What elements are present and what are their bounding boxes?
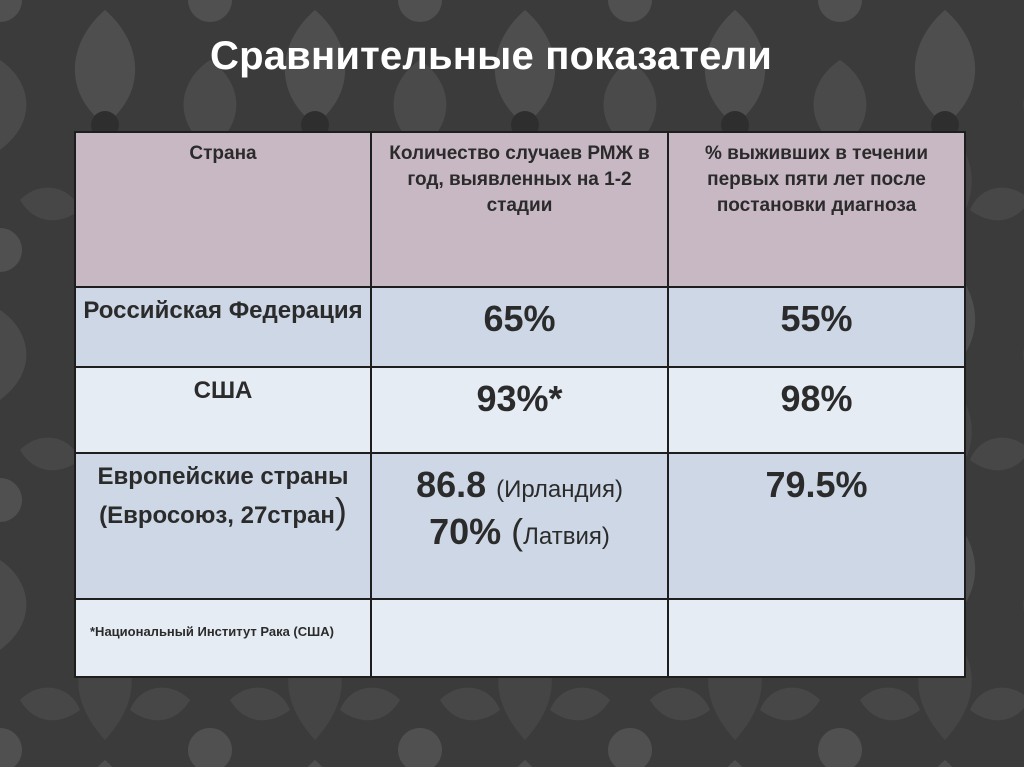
cases-value-latvia: 70% — [429, 511, 502, 552]
cases-line-latvia: 70% (Латвия) — [372, 511, 667, 558]
header-cases: Количество случаев РМЖ в год, выявленных… — [370, 131, 669, 288]
country-name: Российская Федерация — [83, 297, 363, 324]
cases-note-latvia: Латвия) — [523, 523, 610, 550]
table-row: Европейские страны (Евросоюз, 27стран) 8… — [74, 452, 966, 600]
cell-country: Европейские страны (Евросоюз, 27стран) — [74, 452, 372, 600]
cell-survival: 98% — [667, 366, 966, 454]
table-row: Российская Федерация 65% 55% — [74, 286, 966, 368]
cell-country: США — [74, 366, 372, 454]
survival-value: 79.5% — [765, 464, 868, 505]
cases-value: 65% — [483, 298, 556, 339]
country-name-text: Европейские страны (Евросоюз, 27стран — [97, 463, 349, 529]
table-row: США 93%* 98% — [74, 366, 966, 454]
cell-empty — [370, 598, 669, 678]
cases-open-paren-latvia: ( — [511, 511, 524, 552]
cell-survival: 55% — [667, 286, 966, 368]
cases-note-ireland: (Ирландия) — [496, 476, 623, 503]
cell-cases: 93%* — [370, 366, 669, 454]
cell-footnote: *Национальный Институт Рака (США) — [74, 598, 372, 678]
comparison-table: Страна Количество случаев РМЖ в год, выя… — [74, 131, 966, 678]
table-header-row: Страна Количество случаев РМЖ в год, выя… — [74, 131, 966, 288]
page-title: Сравнительные показатели — [210, 34, 773, 78]
survival-value: 98% — [780, 378, 853, 419]
cell-survival: 79.5% — [667, 452, 966, 600]
cell-cases: 65% — [370, 286, 669, 368]
header-country: Страна — [74, 131, 372, 288]
country-name: США — [193, 377, 253, 404]
cases-line-ireland: 86.8 (Ирландия) — [372, 464, 667, 511]
cell-country: Российская Федерация — [74, 286, 372, 368]
survival-value: 55% — [780, 298, 853, 339]
table-row: *Национальный Институт Рака (США) — [74, 598, 966, 678]
cell-cases: 86.8 (Ирландия) 70% (Латвия) — [370, 452, 669, 600]
country-close-paren: ) — [334, 490, 347, 531]
header-survival: % выживших в течении первых пяти лет пос… — [667, 131, 966, 288]
cell-empty — [667, 598, 966, 678]
footnote: *Национальный Институт Рака (США) — [90, 624, 334, 639]
country-name: Европейские страны (Евросоюз, 27стран) — [76, 454, 370, 533]
cases-value: 93%* — [476, 378, 563, 419]
cases-value-ireland: 86.8 — [416, 464, 487, 505]
